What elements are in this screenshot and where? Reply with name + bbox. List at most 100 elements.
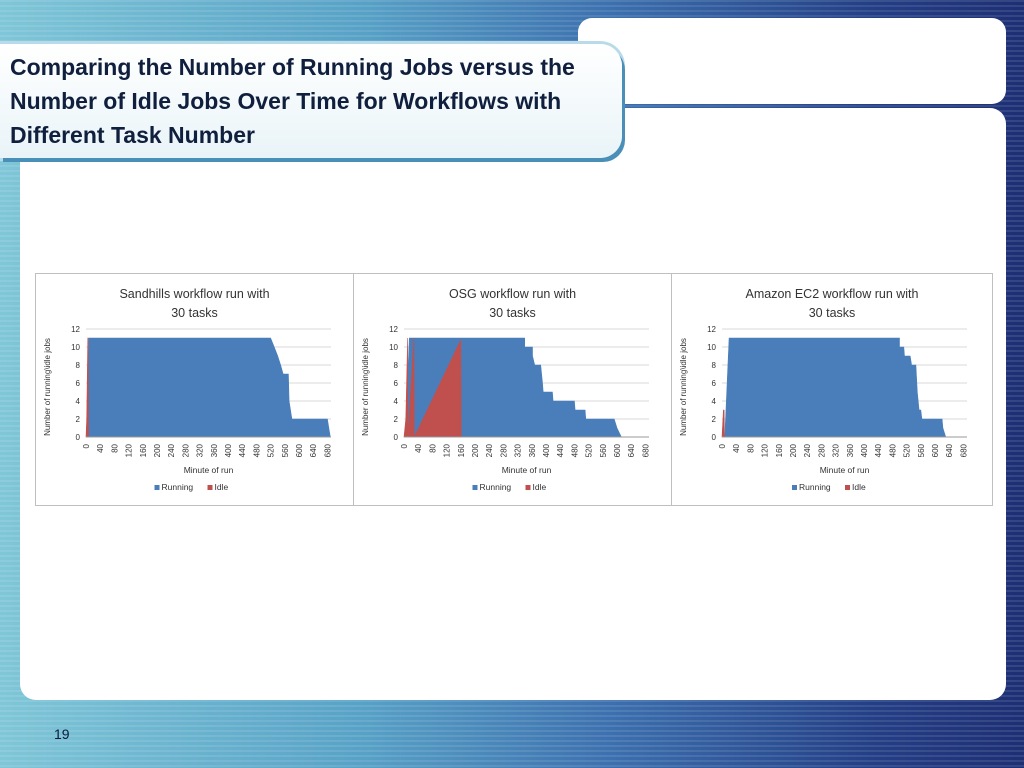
x-tick-label: 80 (428, 443, 437, 452)
chart-panel-osg: OSG workflow run with 30 tasks 0 2 4 6 8 10 12 0 4… (354, 274, 671, 505)
y-tick-label: 12 (389, 325, 398, 334)
chart-title: Sandhills workflow run with (119, 287, 269, 301)
y-tick-label: 8 (76, 361, 81, 370)
chart-title: 30 tasks (489, 306, 536, 320)
x-tick-label: 400 (542, 443, 551, 457)
y-tick-label: 0 (394, 433, 399, 442)
chart-panel-sandhills: Sandhills workflow run with 30 tasks 0 2 4 6 8… (36, 274, 353, 505)
legend-swatch-running (472, 485, 478, 490)
x-axis-title: Minute of run (502, 465, 552, 475)
x-tick-label: 560 (281, 443, 290, 457)
x-tick-label: 680 (959, 443, 968, 457)
x-tick-label: 400 (224, 443, 233, 457)
x-tick-label: 80 (110, 443, 119, 452)
x-tick-label: 640 (627, 443, 636, 457)
x-tick-label: 40 (414, 443, 423, 452)
y-tick-label: 10 (71, 343, 80, 352)
y-tick-label: 10 (389, 343, 398, 352)
x-tick-label: 40 (732, 443, 741, 452)
legend-label: Idle (852, 482, 866, 492)
series-area-idle (403, 337, 462, 438)
x-tick-label: 160 (139, 443, 148, 457)
x-tick-label: 360 (528, 443, 537, 457)
x-tick-label: 0 (82, 443, 91, 448)
x-tick-label: 240 (803, 443, 812, 457)
x-tick-label: 280 (817, 443, 826, 457)
y-axis-title: Number of running\idle jobs (679, 338, 688, 436)
y-tick-label: 2 (712, 415, 717, 424)
x-tick-label: 680 (323, 443, 332, 457)
legend-label: Running (162, 482, 194, 492)
x-tick-label: 160 (457, 443, 466, 457)
y-tick-label: 6 (394, 379, 399, 388)
y-tick-label: 6 (712, 379, 717, 388)
legend-label: Idle (215, 482, 229, 492)
x-tick-label: 480 (888, 443, 897, 457)
title-box (0, 44, 622, 158)
x-tick-label: 0 (718, 443, 727, 448)
x-tick-label: 440 (874, 443, 883, 457)
slide-title: Comparing the Number of Running Jobs ver… (10, 54, 575, 148)
x-tick-label: 520 (903, 443, 912, 457)
series-area-idle (85, 337, 89, 438)
y-tick-label: 4 (394, 397, 399, 406)
y-tick-label: 4 (76, 397, 81, 406)
legend-swatch-idle (845, 485, 850, 490)
x-tick-label: 400 (860, 443, 869, 457)
x-tick-label: 160 (775, 443, 784, 457)
y-tick-label: 0 (712, 433, 717, 442)
series-area-running (722, 337, 947, 438)
legend-label: Running (480, 482, 512, 492)
x-tick-label: 200 (471, 443, 480, 457)
y-axis-title: Number of running\idle jobs (361, 338, 370, 436)
amazon-ec2-chart: Amazon EC2 workflow run with 30 tasks 0 2 4 6… (679, 287, 968, 492)
y-tick-label: 8 (394, 361, 399, 370)
x-tick-label: 480 (252, 443, 261, 457)
y-axis-title: Number of running\idle jobs (43, 338, 52, 436)
chart-title: OSG workflow run with (449, 287, 576, 301)
chart-panel-amazon-ec2: Amazon EC2 workflow run with 30 tasks 0 2 4 6… (672, 274, 992, 505)
x-axis-title: Minute of run (820, 465, 870, 475)
legend-swatch-idle (525, 485, 531, 490)
legend-swatch-idle (207, 485, 213, 490)
x-tick-label: 360 (210, 443, 219, 457)
x-tick-label: 440 (238, 443, 247, 457)
x-tick-label: 560 (599, 443, 608, 457)
x-tick-label: 600 (613, 443, 622, 457)
x-tick-label: 360 (846, 443, 855, 457)
y-tick-label: 2 (394, 415, 399, 424)
x-tick-label: 120 (761, 443, 770, 457)
y-tick-label: 4 (712, 397, 717, 406)
series-area-idle (721, 409, 725, 438)
x-tick-label: 120 (443, 443, 452, 457)
y-tick-label: 6 (76, 379, 81, 388)
x-tick-label: 320 (196, 443, 205, 457)
chart-divider (671, 274, 672, 505)
y-tick-label: 0 (76, 433, 81, 442)
y-tick-label: 10 (707, 343, 716, 352)
x-tick-label: 560 (917, 443, 926, 457)
x-tick-label: 440 (556, 443, 565, 457)
legend-label: Idle (533, 482, 547, 492)
series-area-running (86, 337, 331, 438)
x-tick-label: 200 (153, 443, 162, 457)
chart-title: 30 tasks (171, 306, 218, 320)
x-tick-label: 640 (309, 443, 318, 457)
x-tick-label: 320 (514, 443, 523, 457)
x-tick-label: 680 (641, 443, 650, 457)
chart-divider (353, 274, 354, 505)
x-tick-label: 280 (181, 443, 190, 457)
x-tick-label: 240 (167, 443, 176, 457)
chart-title: Amazon EC2 workflow run with (746, 287, 919, 301)
legend-swatch-running (154, 485, 160, 490)
y-tick-label: 2 (76, 415, 81, 424)
x-tick-label: 520 (585, 443, 594, 457)
x-tick-label: 600 (931, 443, 940, 457)
legend-label: Running (799, 482, 831, 492)
legend-swatch-running (792, 485, 797, 490)
chart-title: 30 tasks (809, 306, 856, 320)
x-tick-label: 520 (267, 443, 276, 457)
x-tick-label: 240 (485, 443, 494, 457)
y-tick-label: 8 (712, 361, 717, 370)
charts-container: Sandhills workflow run with 30 tasks 0 2 4 6 8… (35, 273, 993, 506)
